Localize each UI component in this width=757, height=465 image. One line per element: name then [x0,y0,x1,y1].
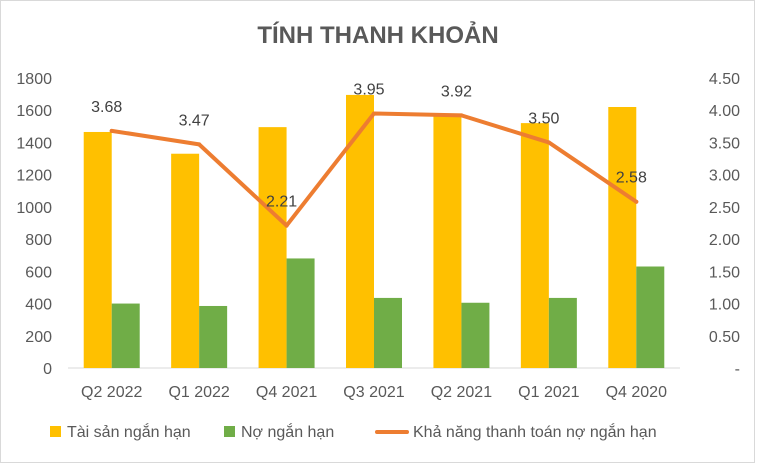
line-data-label: 3.92 [441,83,472,100]
legend-tai-san-ngan-han-label: Tài sản ngắn hạn [67,422,191,441]
y-left-tick-label: 1000 [16,200,52,217]
y-left-tick-label: 0 [43,361,52,378]
y-right-tick-label: 2.50 [709,200,740,217]
y-right-tick-label: 3.00 [709,168,740,185]
x-tick-label: Q4 2020 [606,384,667,401]
y-left-tick-label: 400 [25,297,52,314]
x-tick-label: Q2 2022 [81,384,142,401]
line-data-label: 3.50 [528,110,559,127]
bar-tai-san-ngan-han [346,94,374,369]
y-right-tick-label: 3.50 [709,135,740,152]
chart-title: TÍNH THANH KHOẢN [257,20,498,49]
bar-tai-san-ngan-han [258,127,287,368]
line-data-label: 2.58 [616,170,647,187]
x-tick-label: Q4 2021 [256,384,317,401]
line-point [109,128,114,133]
y-left-tick-label: 800 [25,232,52,249]
x-tick-label: Q3 2021 [343,384,404,401]
line-data-label: 2.21 [266,194,297,211]
line-point [459,113,464,118]
bar-no-ngan-han [461,302,490,368]
legend-tai-san-ngan-han-swatch [50,426,61,437]
y-left-tick-label: 600 [25,264,52,281]
bar-no-ngan-han [548,297,577,368]
bar-tai-san-ngan-han [83,131,112,368]
y-right-tick-label: 4.50 [709,71,740,88]
line-point [372,111,376,116]
line-point [197,142,202,147]
bar-tai-san-ngan-han [433,113,462,368]
y-right-tick-label: 0.50 [709,329,740,346]
y-left-tick-label: 1400 [16,135,52,152]
bar-no-ngan-han [636,266,665,368]
line-data-label: 3.95 [353,81,384,98]
y-left-tick-label: 1600 [16,103,52,120]
y-right-tick-label: 1.50 [709,264,740,281]
legend-no-ngan-han-swatch [224,426,235,437]
bar-no-ngan-han [374,297,402,368]
bar-tai-san-ngan-han [608,107,637,368]
line-data-label: 3.68 [91,99,122,116]
y-right-tick-label: 4.00 [709,103,740,120]
y-right-tick-label: 2.00 [709,232,740,249]
bar-no-ngan-han [199,305,228,368]
y-left-tick-label: 1800 [16,71,52,88]
x-tick-label: Q1 2021 [518,384,579,401]
y-left-tick-label: 200 [25,329,52,346]
bar-no-ngan-han [286,258,315,368]
y-left-tick-label: 1200 [16,168,52,185]
x-tick-label: Q1 2022 [168,384,229,401]
y-right-tick-label: - [735,361,740,378]
bar-tai-san-ngan-han [520,123,549,368]
line-point [284,223,289,228]
x-tick-label: Q2 2021 [431,384,492,401]
bar-tai-san-ngan-han [171,153,200,368]
y-right-tick-label: 1.00 [709,297,740,314]
legend-no-ngan-han-label: Nợ ngắn hạn [241,422,334,441]
line-data-label: 3.47 [179,112,210,129]
line-point [634,199,639,204]
bar-no-ngan-han [111,303,140,368]
legend-kha-nang-thanh-toan-label: Khả năng thanh toán nợ ngắn hạn [413,422,657,441]
line-point [546,140,551,145]
